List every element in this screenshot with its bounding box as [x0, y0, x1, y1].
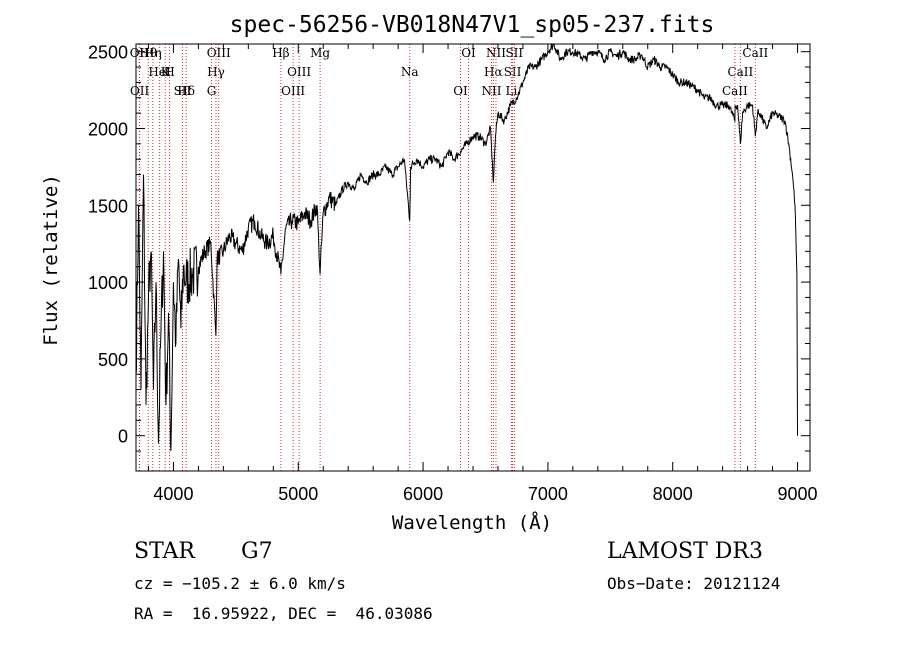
- observation-date: Obs−Date: 20121124: [607, 574, 781, 593]
- line-marker-label: HeI: [148, 65, 171, 79]
- line-marker-label: CaII: [722, 84, 748, 98]
- x-tick-label: 7000: [528, 484, 568, 504]
- line-marker-label: OI: [453, 84, 468, 98]
- line-marker-label: CaII: [727, 65, 753, 79]
- x-tick-label: 5000: [278, 484, 318, 504]
- line-marker-label: Hη: [144, 46, 162, 60]
- line-marker-label: Hγ: [207, 65, 225, 79]
- plot-frame: [135, 43, 811, 472]
- y-tick-label: 500: [98, 350, 128, 370]
- line-marker-label: OII: [130, 84, 150, 98]
- line-marker-label: CaII: [742, 46, 768, 60]
- x-axis-label: Wavelength (Å): [392, 511, 552, 534]
- line-marker-label: OI: [461, 46, 476, 60]
- line-marker-label: NII: [481, 84, 501, 98]
- chart-title: spec-56256-VB018N47V1_sp05-237.fits: [230, 12, 715, 38]
- line-marker-label: SII: [505, 46, 523, 60]
- survey-name: LAMOST DR3: [607, 539, 763, 564]
- line-marker-label: Hβ: [272, 46, 289, 60]
- line-marker-label: SII: [174, 84, 192, 98]
- y-tick-label: 1000: [88, 273, 128, 293]
- line-marker-label: NII: [486, 46, 506, 60]
- line-marker-label: K: [161, 65, 171, 79]
- line-marker-label: H: [164, 65, 174, 79]
- y-tick-label: 2000: [88, 119, 128, 139]
- coordinates: RA = 16.95922, DEC = 46.03086: [134, 604, 433, 623]
- line-marker-label: OIII: [281, 84, 305, 98]
- line-marker-label: Hδ: [177, 84, 195, 98]
- line-marker-label: SII: [504, 65, 522, 79]
- axis-ticks: 4000 5000 6000 7000 8000 9000 0 500 1000 1500 2000…: [88, 43, 818, 504]
- redshift-cz: cz = −105.2 ± 6.0 km/s: [134, 574, 346, 593]
- object-class: STAR: [134, 539, 195, 564]
- line-marker-label: Mg: [310, 46, 330, 60]
- line-markers: HθKHδOIIHeISIIOIIIHγOIIHηHGHβOIIIOIIIMgN…: [130, 44, 768, 471]
- x-tick-label: 6000: [403, 484, 443, 504]
- line-marker-label: Hα: [484, 65, 503, 79]
- line-marker-label: G: [207, 84, 217, 98]
- y-tick-label: 0: [118, 427, 128, 447]
- y-axis-label: Flux (relative): [40, 174, 62, 346]
- object-subclass: G7: [241, 539, 273, 564]
- y-tick-label: 1500: [88, 196, 128, 216]
- line-marker-label: OIII: [207, 46, 231, 60]
- spectrum-series-line: [135, 42, 798, 452]
- y-tick-label: 2500: [88, 43, 128, 63]
- line-marker-label: OIII: [287, 65, 311, 79]
- x-tick-label: 8000: [653, 484, 693, 504]
- x-tick-label: 9000: [777, 484, 817, 504]
- x-tick-label: 4000: [153, 484, 193, 504]
- line-marker-label: Li: [506, 84, 518, 98]
- line-marker-label: Na: [401, 65, 419, 79]
